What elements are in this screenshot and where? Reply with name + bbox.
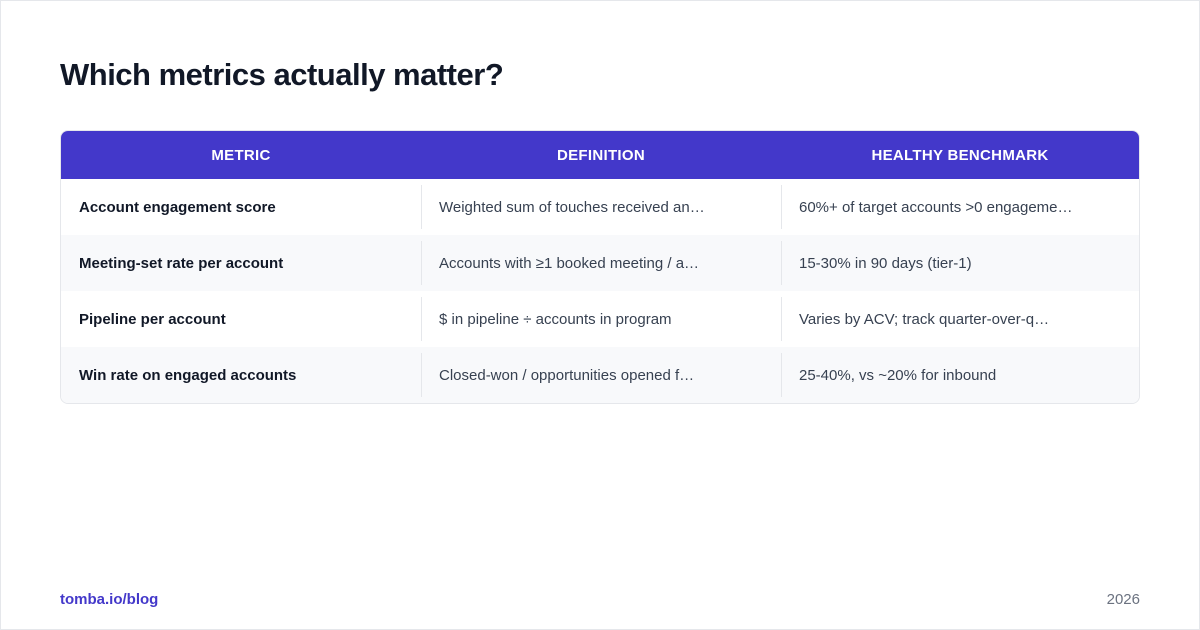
metrics-table-container: METRIC DEFINITION HEALTHY BENCHMARK Acco…	[60, 130, 1140, 404]
metric-cell: Account engagement score	[79, 198, 276, 216]
table-header: METRIC DEFINITION HEALTHY BENCHMARK	[61, 131, 1139, 179]
definition-cell: Accounts with ≥1 booked meeting / a…	[421, 235, 781, 291]
benchmark-cell: 15-30% in 90 days (tier-1)	[781, 235, 1139, 291]
header-row: METRIC DEFINITION HEALTHY BENCHMARK	[61, 131, 1139, 179]
column-header-definition: DEFINITION	[421, 131, 781, 179]
page-title: Which metrics actually matter?	[60, 57, 504, 92]
definition-cell: Weighted sum of touches received an…	[421, 179, 781, 235]
table-row: Account engagement score Weighted sum of…	[61, 179, 1139, 235]
table-row: Pipeline per account $ in pipeline ÷ acc…	[61, 291, 1139, 347]
blog-link[interactable]: tomba.io/blog	[60, 591, 159, 608]
metrics-table: METRIC DEFINITION HEALTHY BENCHMARK Acco…	[61, 131, 1139, 403]
year-label: 2026	[1106, 591, 1140, 608]
benchmark-cell: 60%+ of target accounts >0 engageme…	[781, 179, 1139, 235]
metric-cell: Win rate on engaged accounts	[79, 366, 297, 384]
table-row: Meeting-set rate per account Accounts wi…	[61, 235, 1139, 291]
column-header-healthy-benchmark: HEALTHY BENCHMARK	[781, 131, 1139, 179]
table-row: Win rate on engaged accounts Closed-won …	[61, 347, 1139, 403]
benchmark-cell: Varies by ACV; track quarter-over-q…	[781, 291, 1139, 347]
table-body: Account engagement score Weighted sum of…	[61, 179, 1139, 403]
benchmark-cell: 25-40%, vs ~20% for inbound	[781, 347, 1139, 403]
metric-cell: Pipeline per account	[79, 310, 226, 328]
definition-cell: $ in pipeline ÷ accounts in program	[421, 291, 781, 347]
definition-cell: Closed-won / opportunities opened f…	[421, 347, 781, 403]
metric-cell: Meeting-set rate per account	[79, 254, 284, 272]
column-header-metric: METRIC	[61, 131, 421, 179]
